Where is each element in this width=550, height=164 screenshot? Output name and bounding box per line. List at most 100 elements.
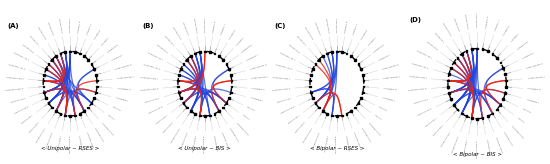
Text: Caudate R: Caudate R bbox=[229, 29, 236, 40]
Bar bbox=[363, 86, 365, 87]
Text: Frontal Inf L: Frontal Inf L bbox=[296, 35, 306, 46]
Text: Temporal Sup L: Temporal Sup L bbox=[171, 128, 181, 143]
Bar bbox=[186, 107, 188, 108]
Bar bbox=[218, 55, 220, 57]
Text: Insula R: Insula R bbox=[378, 106, 387, 111]
Bar bbox=[322, 110, 323, 112]
Bar bbox=[74, 115, 76, 116]
Text: Frontal Sup L: Frontal Sup L bbox=[336, 17, 338, 32]
Text: Thalamus L: Thalamus L bbox=[378, 54, 390, 61]
Text: Hippocampus L: Hippocampus L bbox=[117, 77, 134, 79]
Bar bbox=[309, 80, 311, 82]
Text: Amygdala R: Amygdala R bbox=[251, 88, 265, 90]
Bar bbox=[194, 113, 196, 115]
Text: Temporal Mid L: Temporal Mid L bbox=[58, 135, 62, 152]
Text: Amygdala L: Amygdala L bbox=[382, 97, 395, 102]
Text: Temporal Mid L: Temporal Mid L bbox=[464, 139, 468, 156]
Text: Occipital Sup R: Occipital Sup R bbox=[221, 132, 228, 148]
Bar bbox=[177, 86, 179, 87]
Bar bbox=[177, 80, 179, 82]
Text: Caudate L: Caudate L bbox=[236, 36, 244, 46]
Bar bbox=[476, 118, 478, 120]
Bar bbox=[190, 110, 191, 112]
Bar bbox=[471, 117, 472, 119]
Bar bbox=[48, 102, 49, 104]
Bar bbox=[471, 48, 472, 50]
Text: Temporal Sup R: Temporal Sup R bbox=[452, 136, 459, 153]
Bar bbox=[318, 59, 320, 61]
Bar bbox=[178, 74, 180, 76]
Bar bbox=[450, 67, 452, 69]
Bar bbox=[448, 92, 450, 94]
Text: Thalamus R: Thalamus R bbox=[374, 44, 385, 53]
Bar bbox=[505, 80, 507, 81]
Bar bbox=[362, 74, 364, 76]
Bar bbox=[228, 97, 230, 99]
Text: Occipital Mid L: Occipital Mid L bbox=[361, 128, 371, 142]
Bar bbox=[326, 113, 328, 115]
Text: Parietal Inf R: Parietal Inf R bbox=[29, 122, 39, 133]
Bar bbox=[87, 59, 89, 61]
Bar bbox=[362, 92, 364, 93]
Text: Cingulate Post L: Cingulate Post L bbox=[140, 77, 158, 80]
Bar bbox=[209, 51, 211, 53]
Text: (B): (B) bbox=[142, 23, 153, 29]
Bar bbox=[94, 68, 95, 70]
Text: Cingulate Ant R: Cingulate Ant R bbox=[275, 64, 292, 70]
Bar bbox=[64, 51, 66, 53]
Text: Hippocampus L: Hippocampus L bbox=[383, 77, 400, 79]
Bar bbox=[310, 92, 312, 93]
Text: Thalamus R: Thalamus R bbox=[107, 44, 118, 53]
Bar bbox=[453, 104, 455, 106]
Text: Cingulate Ant R: Cingulate Ant R bbox=[143, 64, 160, 70]
Text: Parietal Inf L: Parietal Inf L bbox=[425, 117, 437, 127]
Text: Caudate L: Caudate L bbox=[368, 36, 376, 46]
Bar bbox=[226, 63, 227, 65]
Text: Frontal Mid R: Frontal Mid R bbox=[442, 23, 451, 36]
Bar bbox=[94, 97, 95, 99]
Text: Hippocampus L: Hippocampus L bbox=[527, 76, 545, 79]
Text: Putamen L: Putamen L bbox=[495, 20, 500, 31]
Text: Occipital Sup L: Occipital Sup L bbox=[213, 135, 217, 151]
Text: Occipital Mid L: Occipital Mid L bbox=[503, 131, 513, 146]
Bar bbox=[87, 107, 89, 108]
Bar bbox=[178, 92, 180, 93]
Bar bbox=[502, 98, 504, 100]
Bar bbox=[43, 74, 45, 76]
Bar bbox=[453, 62, 455, 63]
Bar bbox=[482, 117, 483, 119]
Bar bbox=[222, 107, 224, 108]
Text: Temporal Sup R: Temporal Sup R bbox=[181, 132, 189, 149]
Bar bbox=[496, 57, 498, 59]
Text: Occipital Mid R: Occipital Mid R bbox=[101, 122, 113, 135]
Bar bbox=[336, 115, 338, 117]
Bar bbox=[310, 74, 312, 76]
Text: Caudate R: Caudate R bbox=[361, 29, 368, 40]
Text: Hippocampus R: Hippocampus R bbox=[526, 63, 543, 69]
Text: Thalamus L: Thalamus L bbox=[522, 52, 534, 59]
Bar bbox=[331, 115, 333, 116]
Bar bbox=[312, 68, 313, 70]
Bar bbox=[358, 102, 359, 104]
Text: Frontal Inf R: Frontal Inf R bbox=[426, 41, 437, 50]
Bar bbox=[194, 53, 196, 54]
Text: Frontal Mid L: Frontal Mid L bbox=[182, 21, 189, 35]
Text: Occipital Sup L: Occipital Sup L bbox=[78, 135, 82, 151]
Bar bbox=[96, 86, 98, 87]
Text: Frontal Mid L: Frontal Mid L bbox=[453, 17, 459, 31]
Bar bbox=[183, 63, 184, 65]
Text: Putamen L: Putamen L bbox=[221, 24, 227, 35]
Bar bbox=[476, 48, 478, 50]
Text: Amygdala R: Amygdala R bbox=[117, 88, 130, 90]
Text: Parietal Inf R: Parietal Inf R bbox=[433, 125, 443, 136]
Bar bbox=[59, 113, 61, 115]
Text: (A): (A) bbox=[7, 23, 19, 29]
Text: Occipital Sup R: Occipital Sup R bbox=[495, 136, 502, 152]
Text: Insula R: Insula R bbox=[246, 106, 255, 111]
Bar bbox=[487, 115, 488, 117]
Bar bbox=[504, 92, 506, 94]
Text: Frontal Inf L: Frontal Inf L bbox=[164, 35, 174, 46]
Text: Parietal Inf L: Parietal Inf L bbox=[156, 114, 168, 124]
Bar bbox=[84, 110, 85, 112]
Text: Amygdala L: Amygdala L bbox=[115, 97, 128, 102]
